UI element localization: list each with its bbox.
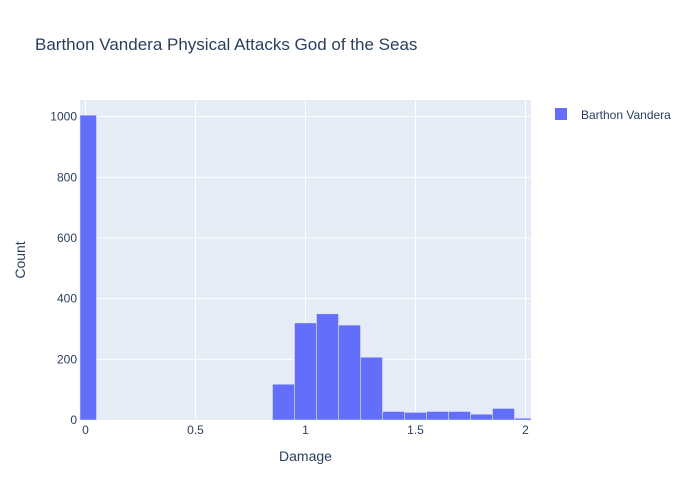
x-tick-label: 2 bbox=[522, 423, 529, 437]
y-axis-title: Count bbox=[12, 241, 28, 278]
y-tick-label: 1000 bbox=[50, 110, 77, 124]
x-tick-label: 0 bbox=[82, 423, 89, 437]
y-tick-label: 200 bbox=[57, 352, 77, 366]
legend-label[interactable]: Barthon Vandera bbox=[581, 108, 671, 122]
y-tick-label: 400 bbox=[57, 292, 77, 306]
histogram-bar[interactable] bbox=[382, 411, 405, 421]
y-axis-ticks: 0 200 400 600 800 1000 bbox=[50, 110, 77, 427]
x-axis-title: Damage bbox=[279, 448, 332, 464]
histogram-bar[interactable] bbox=[316, 313, 339, 421]
gridlines bbox=[80, 100, 531, 420]
y-tick-label: 600 bbox=[57, 231, 77, 245]
histogram-bar[interactable] bbox=[426, 411, 449, 421]
x-axis-ticks: 0 0.5 1 1.5 2 bbox=[82, 423, 529, 437]
histogram-bar[interactable] bbox=[448, 411, 471, 421]
histogram-bar[interactable] bbox=[514, 417, 532, 421]
legend-swatch[interactable] bbox=[555, 108, 567, 120]
y-tick-label: 0 bbox=[70, 413, 77, 427]
histogram-bar[interactable] bbox=[470, 413, 493, 421]
bars bbox=[79, 114, 532, 421]
legend[interactable]: Barthon Vandera bbox=[555, 108, 671, 122]
histogram-bar[interactable] bbox=[272, 383, 295, 421]
x-tick-label: 1.5 bbox=[407, 423, 424, 437]
x-tick-label: 1 bbox=[302, 423, 309, 437]
histogram-bar[interactable] bbox=[360, 356, 383, 421]
histogram-bar[interactable] bbox=[404, 412, 427, 421]
histogram-bar[interactable] bbox=[338, 324, 361, 421]
histogram-bar[interactable] bbox=[294, 322, 317, 421]
histogram-bar[interactable] bbox=[79, 114, 97, 421]
y-tick-label: 800 bbox=[57, 170, 77, 184]
x-tick-label: 0.5 bbox=[187, 423, 204, 437]
histogram-bar[interactable] bbox=[492, 408, 515, 421]
chart-title: Barthon Vandera Physical Attacks God of … bbox=[35, 35, 417, 54]
